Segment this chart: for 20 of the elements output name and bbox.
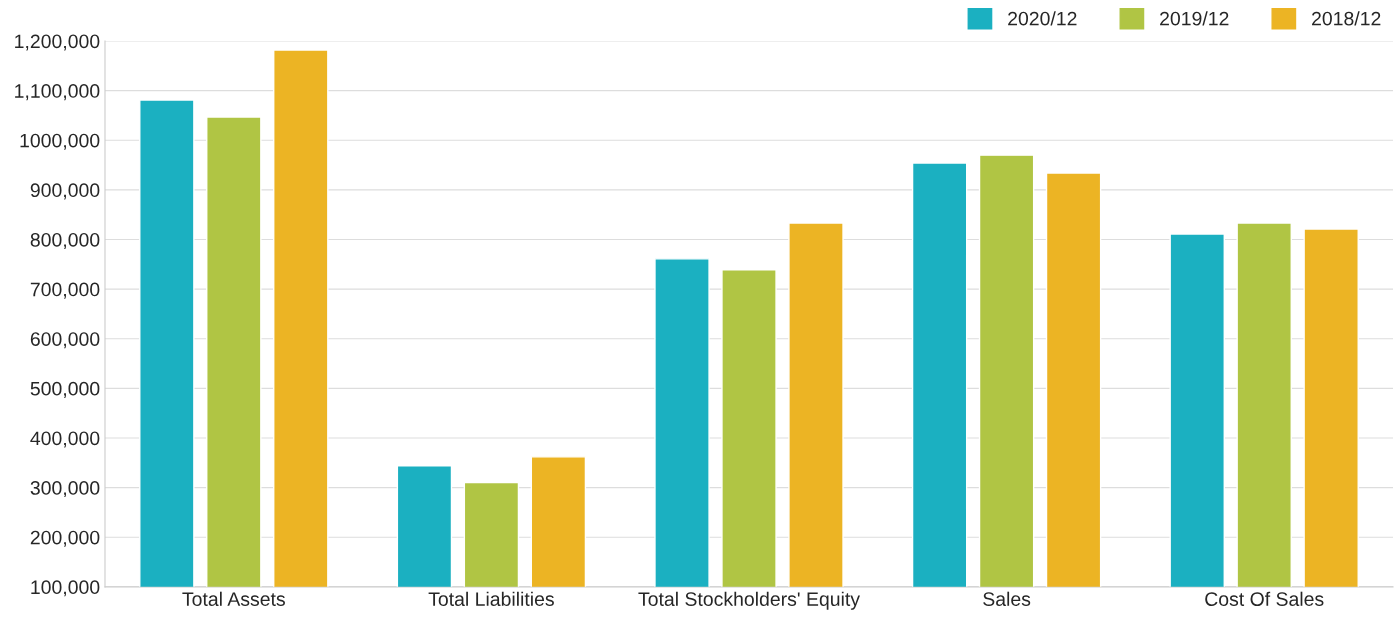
legend-label: 2020/12 bbox=[1008, 11, 1077, 26]
legend-label: 2019/12 bbox=[1160, 11, 1229, 26]
y-tick-label: 1000,000 bbox=[20, 133, 100, 150]
y-tick-label: 1,100,000 bbox=[15, 84, 100, 101]
x-tick-label: Total Liabilities bbox=[428, 591, 554, 606]
x-tick-label: Total Stockholders' Equity bbox=[638, 591, 860, 610]
x-tick-label: Sales bbox=[983, 591, 1031, 606]
x-tick-label: Cost Of Sales bbox=[1205, 591, 1324, 606]
y-tick-label: 700,000 bbox=[30, 282, 100, 299]
y-tick-label: 300,000 bbox=[30, 481, 100, 498]
y-tick-label: 500,000 bbox=[30, 381, 100, 398]
y-tick-label: 600,000 bbox=[30, 332, 100, 349]
y-tick-label: 100,000 bbox=[31, 580, 100, 597]
x-tick-label: Total Assets bbox=[182, 591, 285, 606]
y-tick-label: 400,000 bbox=[30, 431, 100, 448]
y-tick-label: 200,000 bbox=[30, 530, 100, 547]
y-tick-label: 800,000 bbox=[30, 232, 100, 250]
legend-label: 2018/12 bbox=[1312, 11, 1381, 26]
y-tick-label: 1,200,000 bbox=[15, 34, 100, 51]
y-tick-label: 900,000 bbox=[30, 183, 100, 200]
